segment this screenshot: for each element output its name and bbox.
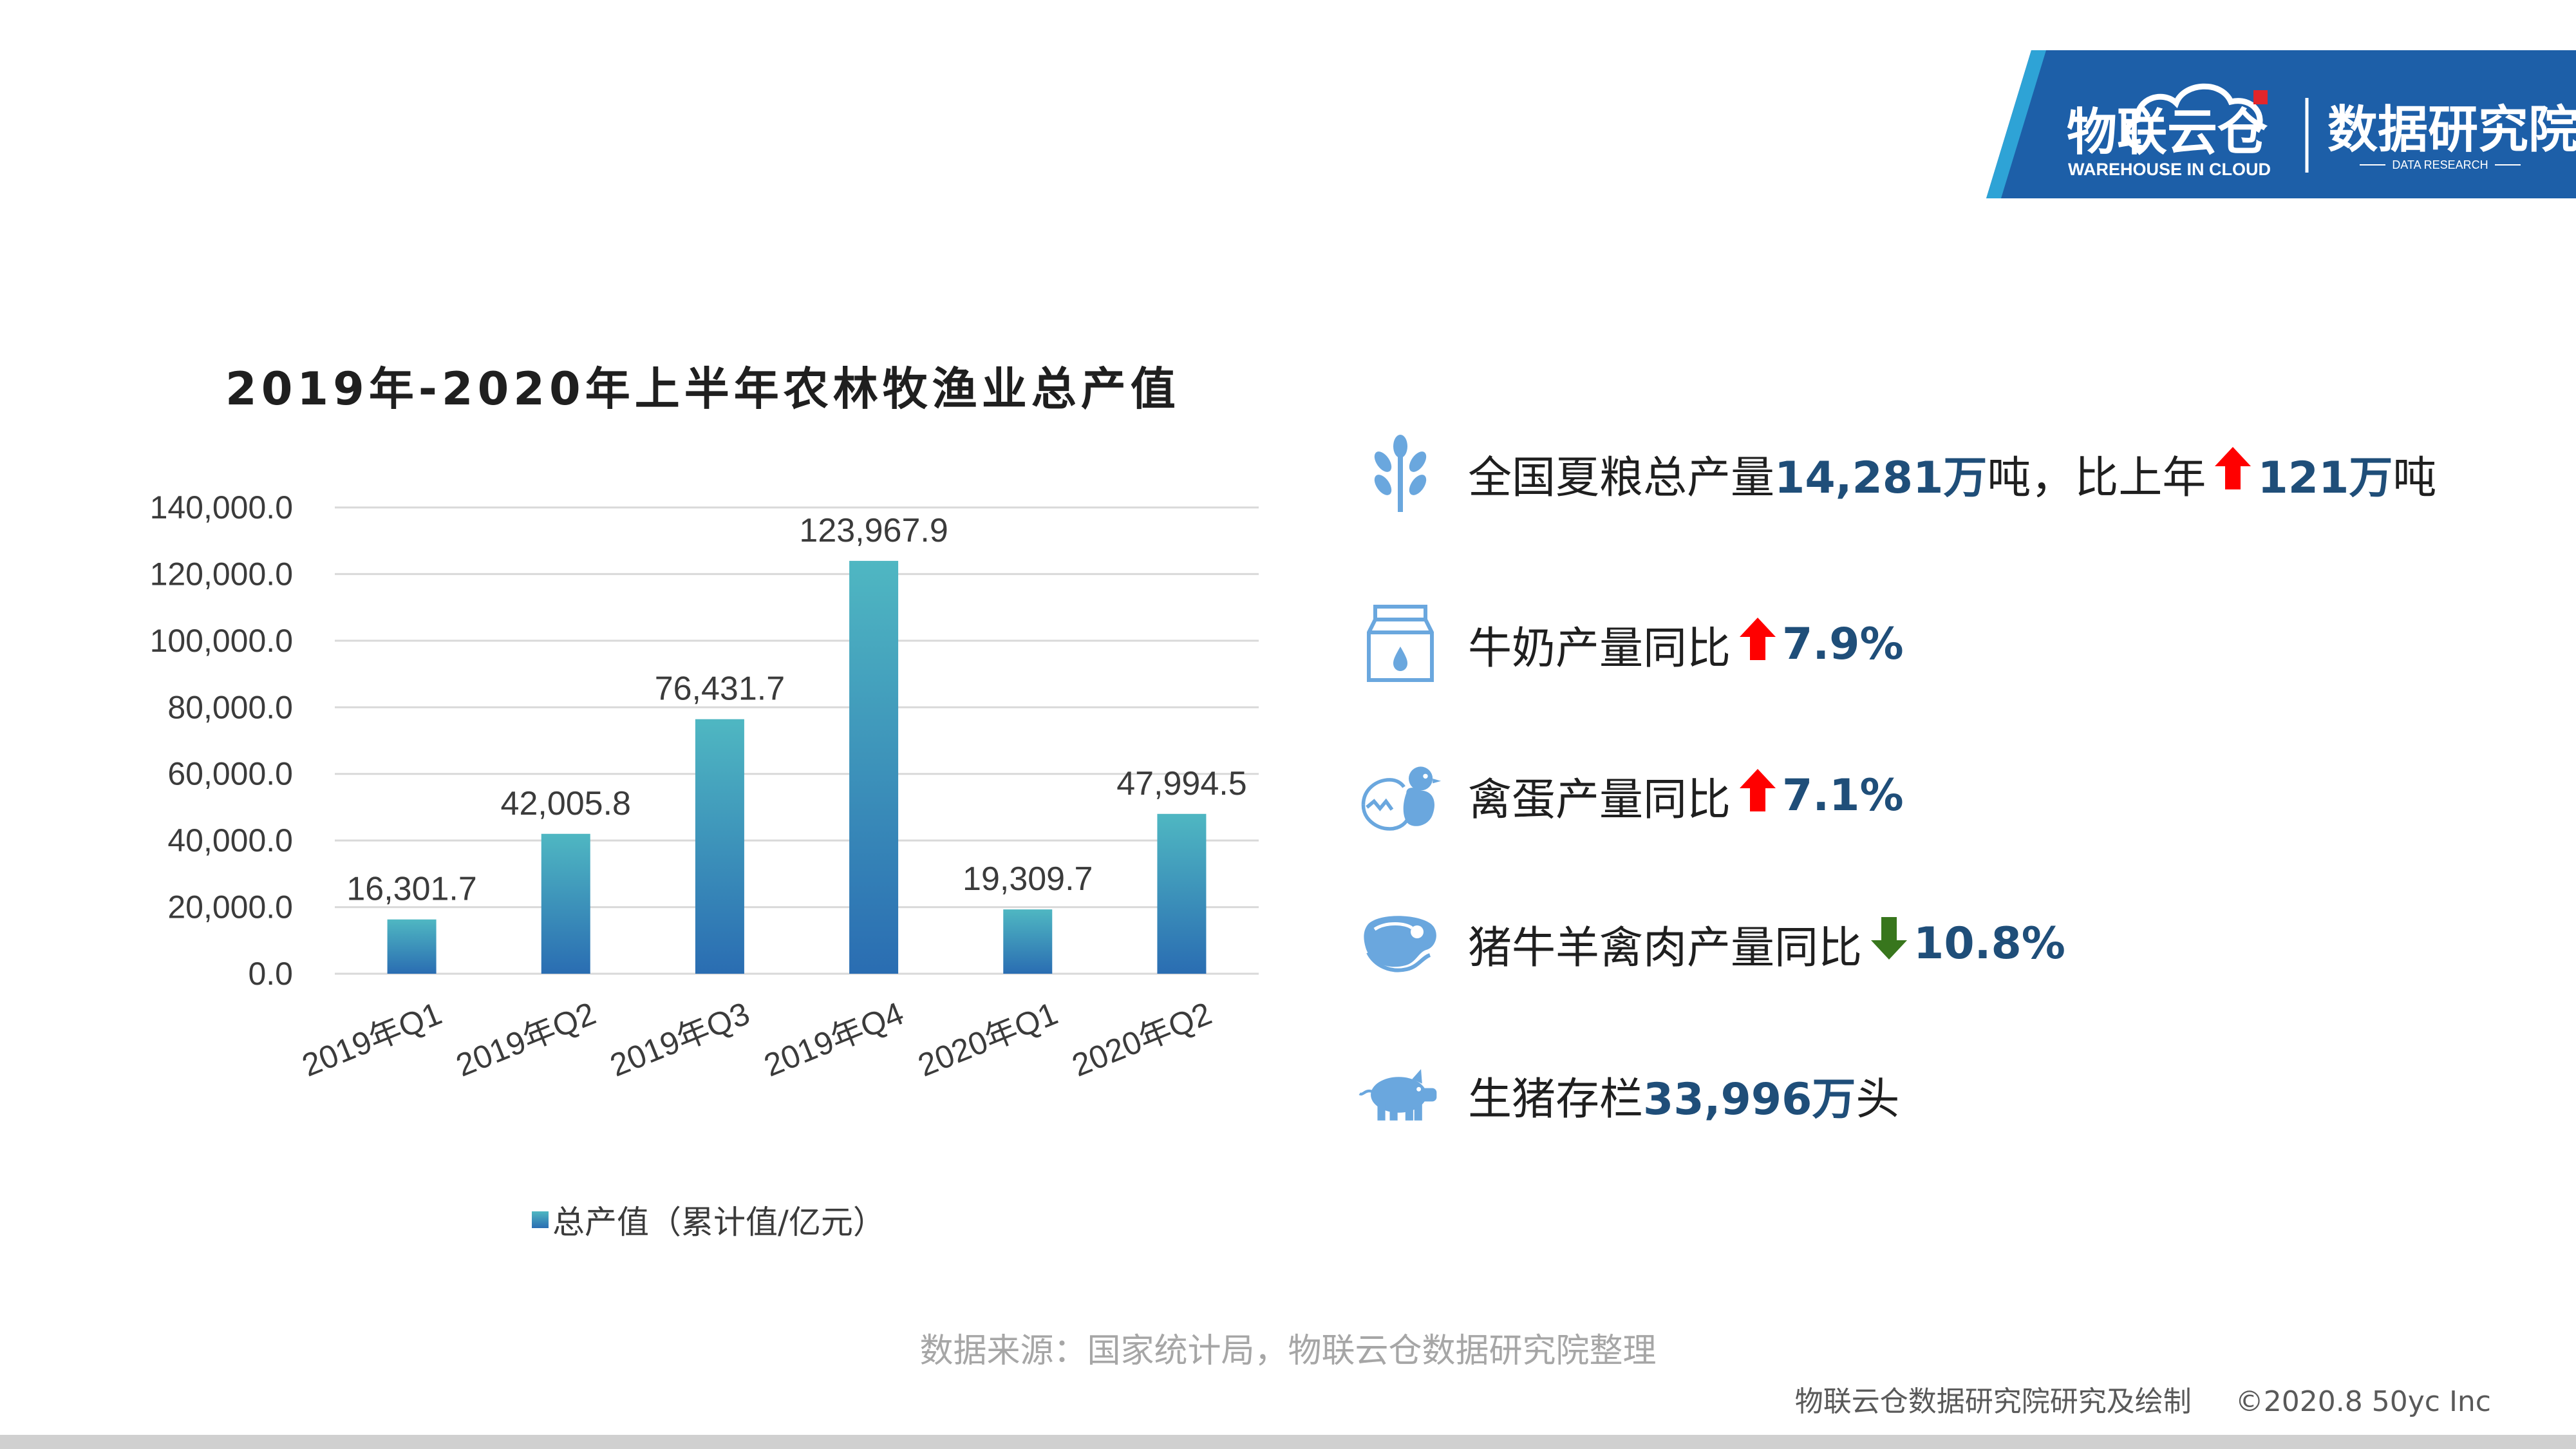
meat-icon <box>1359 902 1442 985</box>
x-tick-label: 2019年Q1 <box>297 995 446 1083</box>
fact-label: 生猪存栏 <box>1468 1074 1644 1125</box>
up-arrow-icon <box>1740 617 1776 671</box>
logo-brand-en: WAREHOUSE IN CLOUD <box>2068 160 2271 179</box>
credit-text: 物联云仓数据研究院研究及绘制 <box>1794 1385 2192 1418</box>
milk-carton-icon <box>1359 602 1442 686</box>
fact-value: 14,281万 <box>1774 452 1988 504</box>
y-tick-label: 20,000.0 <box>167 889 293 925</box>
fact-pigs: 生猪存栏 33,996万 头 <box>1359 1053 1899 1137</box>
fact-summer-grain: 全国夏粮总产量 14,281万 吨，比上年 121万 吨 <box>1359 431 2436 515</box>
cloud-icon <box>2123 83 2263 151</box>
fact-eggs: 禽蛋产量同比 7.1% <box>1359 753 1904 837</box>
fact-value: 7.1% <box>1782 770 1904 821</box>
bar <box>1003 909 1053 974</box>
fact-label: 吨 <box>2393 452 2437 504</box>
chick-egg-icon <box>1359 753 1442 837</box>
fact-label: 全国夏粮总产量 <box>1468 452 1775 504</box>
logo-institute-cn: 数据研究院 <box>2327 101 2576 159</box>
x-tick-label: 2020年Q1 <box>913 995 1062 1083</box>
credit-line: 物联云仓数据研究院研究及绘制 ©2020.8 50yc Inc <box>1795 1378 2491 1419</box>
x-tick-label: 2019年Q2 <box>451 995 601 1083</box>
brand-logo-banner: 物联云仓 WAREHOUSE IN CLOUD 数据研究院 DATA RESEA… <box>1986 50 2576 198</box>
logo-institute-en: DATA RESEARCH <box>2392 158 2488 171</box>
data-label: 123,967.9 <box>799 512 948 549</box>
fact-value: 33,996万 <box>1643 1074 1856 1125</box>
fact-meat: 猪牛羊禽肉产量同比 10.8% <box>1359 902 2065 985</box>
bar <box>849 560 899 974</box>
x-tick-label: 2019年Q3 <box>605 995 755 1083</box>
data-label: 19,309.7 <box>963 860 1093 898</box>
data-label: 47,994.5 <box>1116 765 1246 802</box>
pig-icon <box>1359 1053 1442 1137</box>
fact-value: 7.9% <box>1782 618 1904 670</box>
chart-legend: 总产值（累计值/亿元） <box>532 1197 885 1243</box>
up-arrow-icon <box>2215 446 2252 500</box>
legend-label: 总产值（累计值/亿元） <box>552 1204 885 1241</box>
down-arrow-icon <box>1871 916 1908 971</box>
red-square-icon <box>2253 90 2268 104</box>
bar <box>541 833 590 974</box>
data-source-note: 数据来源：国家统计局，物联云仓数据研究院整理 <box>919 1332 1657 1370</box>
fact-label: 头 <box>1856 1074 1900 1125</box>
data-label: 42,005.8 <box>501 785 631 822</box>
x-tick-label: 2019年Q4 <box>759 995 908 1083</box>
wheat-icon <box>1359 431 1442 515</box>
data-label: 16,301.7 <box>346 871 476 908</box>
y-tick-label: 100,000.0 <box>150 623 293 659</box>
fact-milk: 牛奶产量同比 7.9% <box>1359 602 1904 686</box>
fact-label: 猪牛羊禽肉产量同比 <box>1468 922 1863 974</box>
logo-brand-cn: 物联云仓 <box>2067 104 2268 162</box>
copyright-text: ©2020.8 50yc Inc <box>2235 1385 2491 1418</box>
fact-value: 10.8% <box>1913 918 2065 969</box>
bar <box>1157 813 1207 974</box>
y-tick-label: 120,000.0 <box>150 556 293 592</box>
y-tick-label: 140,000.0 <box>150 489 293 526</box>
y-tick-label: 80,000.0 <box>167 689 293 725</box>
fact-label: 牛奶产量同比 <box>1468 623 1731 674</box>
fact-label: 吨，比上年 <box>1987 452 2206 504</box>
y-tick-label: 0.0 <box>248 956 293 992</box>
fact-label: 禽蛋产量同比 <box>1468 774 1731 826</box>
x-tick-label: 2020年Q2 <box>1067 995 1216 1083</box>
bottom-bar <box>0 1435 2576 1449</box>
bar-chart: 16,301.7 42,005.8 76,431.7 123,967.9 19,309.… <box>150 489 1259 1084</box>
fact-value: 121万 <box>2257 452 2393 504</box>
chart-title: 2019年-2020年上半年农林牧渔业总产值 <box>225 363 1180 415</box>
bar <box>387 919 437 974</box>
up-arrow-icon <box>1740 768 1776 822</box>
y-tick-label: 60,000.0 <box>167 756 293 792</box>
legend-swatch <box>532 1211 549 1228</box>
y-tick-label: 40,000.0 <box>167 822 293 858</box>
bar <box>695 719 744 974</box>
data-label: 76,431.7 <box>655 670 785 708</box>
